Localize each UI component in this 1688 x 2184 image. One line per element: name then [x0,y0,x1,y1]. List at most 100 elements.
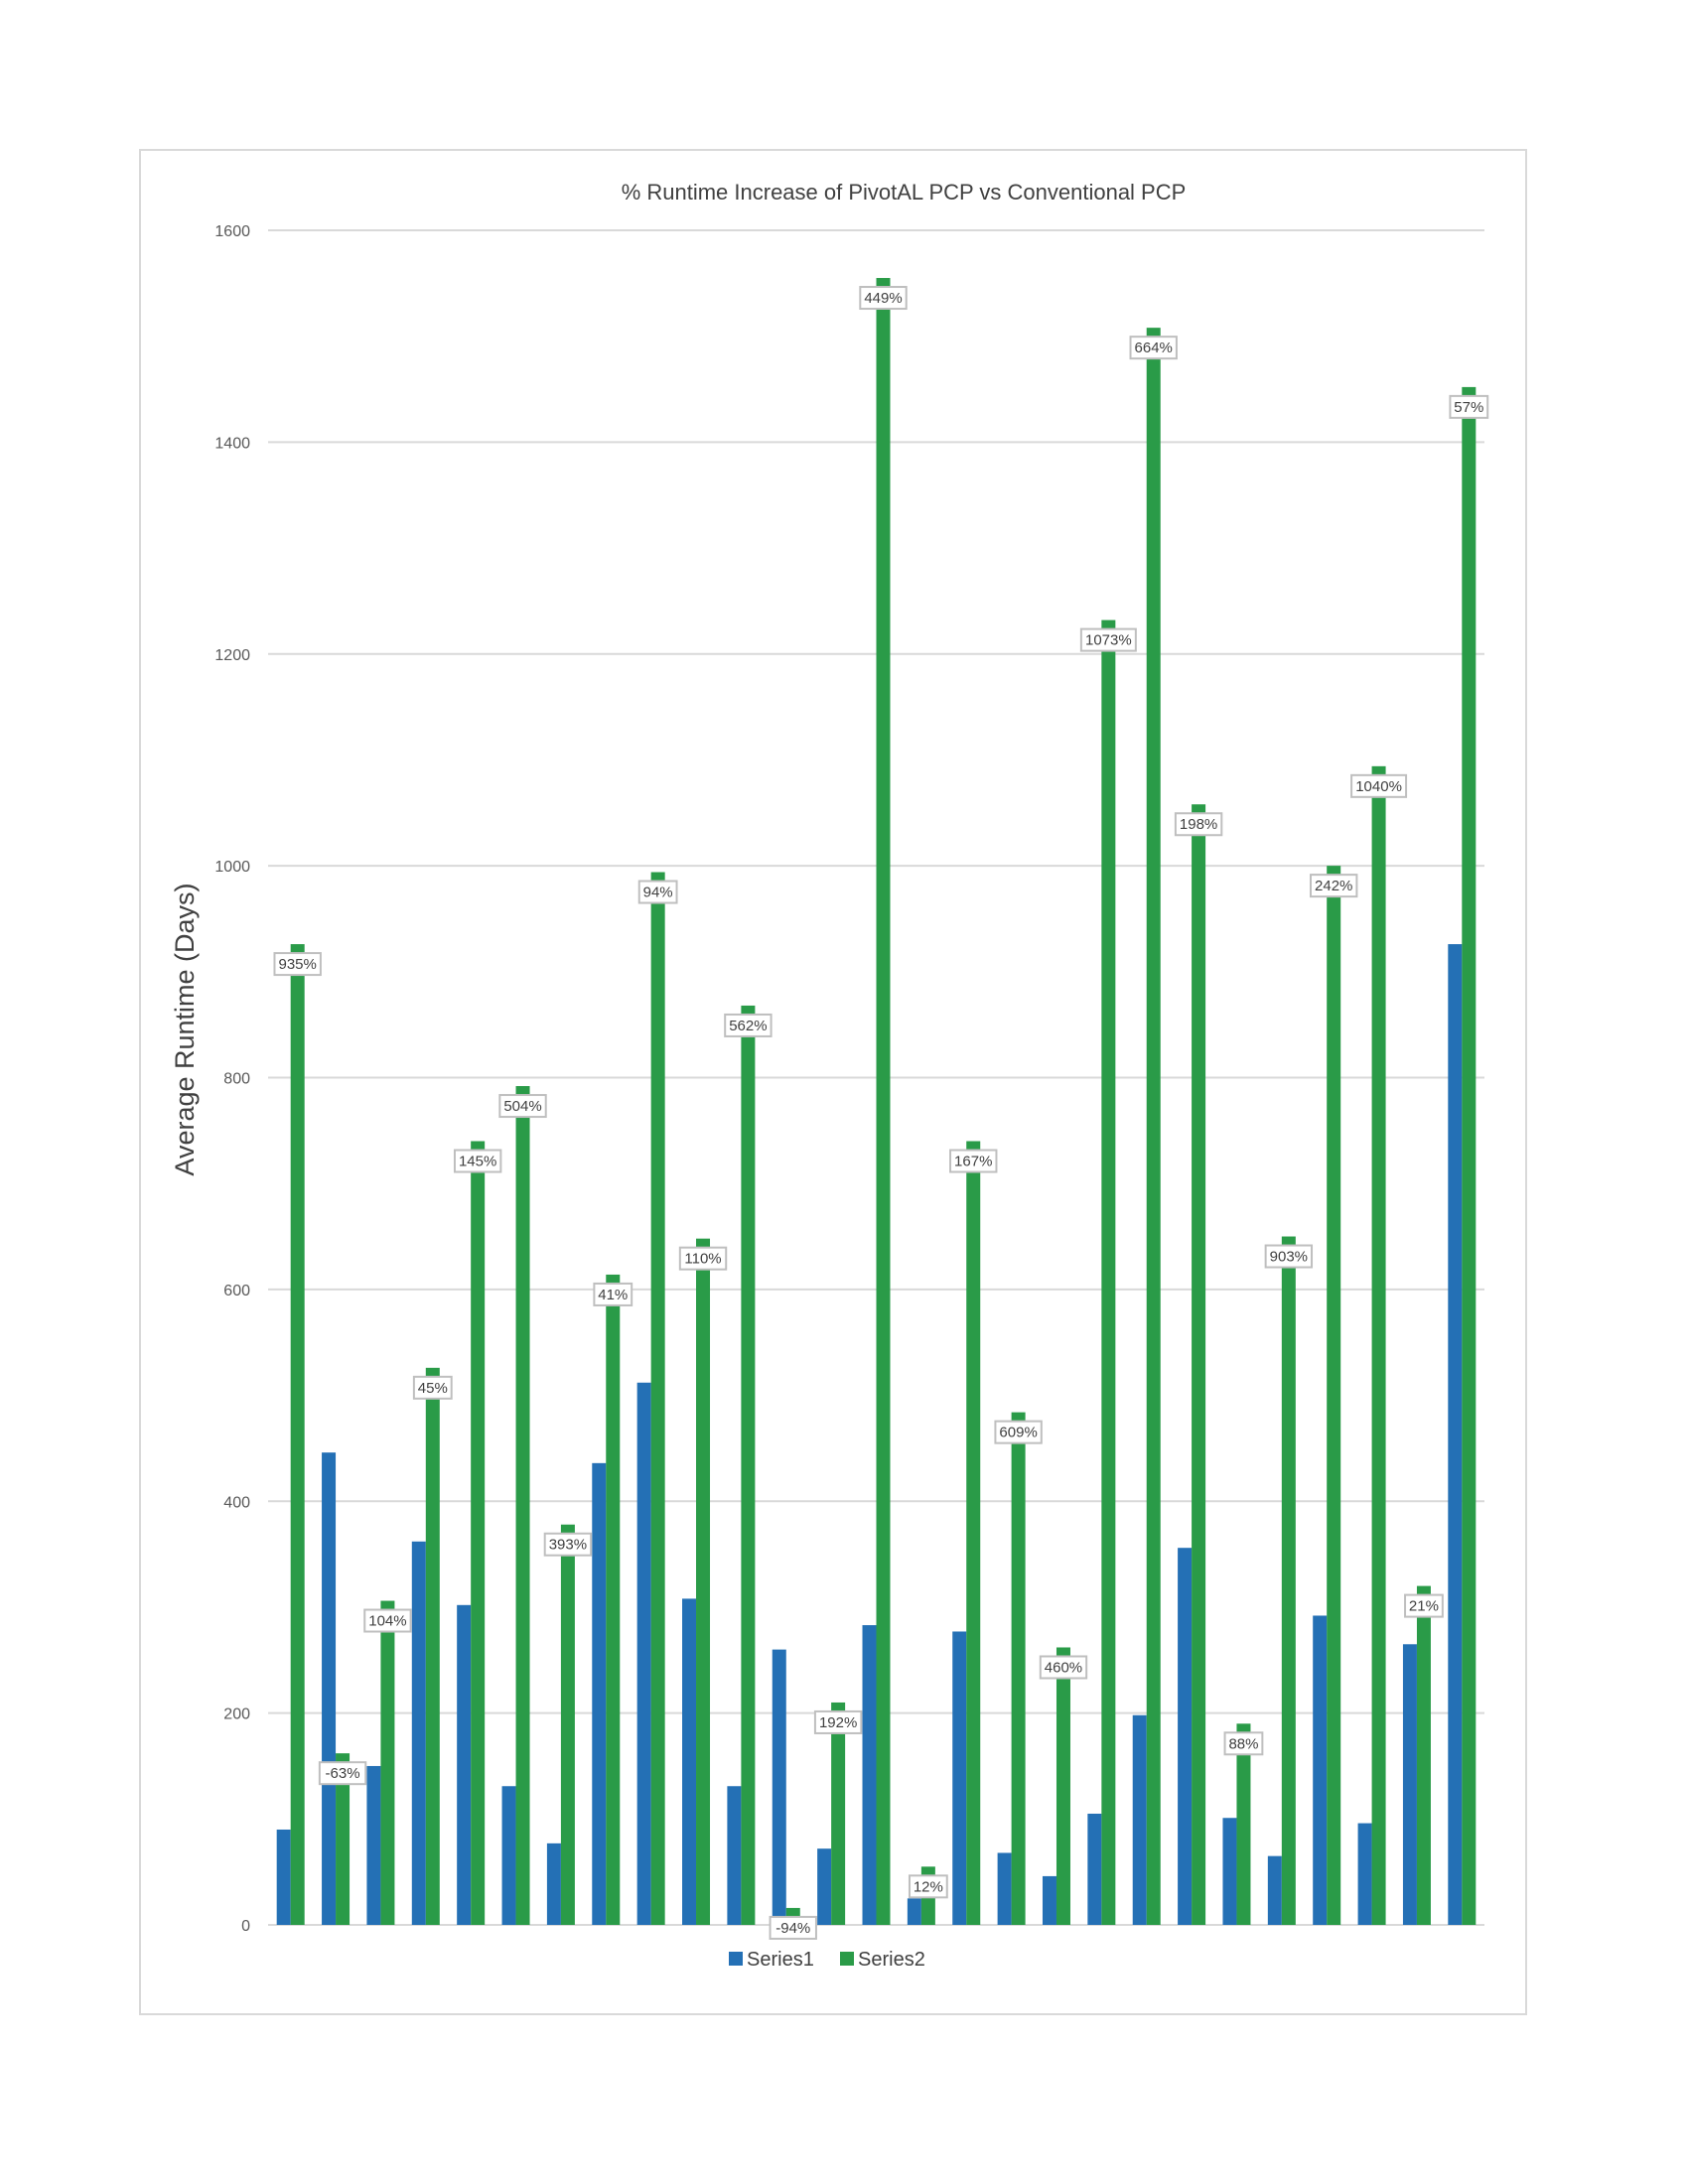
data-label: 145% [459,1154,496,1170]
y-tick-label: 400 [223,1494,250,1511]
y-axis-label: Average Runtime (Days) [170,883,200,1175]
legend-swatch-series1 [729,1952,743,1966]
data-label: 192% [819,1714,857,1731]
series1-bar [1087,1813,1102,1925]
y-tick-label: 1600 [214,223,250,240]
series1-bar [592,1462,607,1925]
data-label-box [543,1532,593,1557]
data-label: 1040% [1355,778,1402,795]
y-tick-label: 0 [241,1918,250,1935]
series2-bar [1416,1585,1431,1925]
series1-bar [997,1852,1012,1925]
data-label: 393% [549,1537,587,1554]
data-label: 41% [598,1287,628,1303]
series2-bar [1011,1412,1026,1925]
data-label: -63% [326,1765,360,1782]
series1-bar [727,1786,742,1925]
data-label: 198% [1180,816,1217,833]
series1-bar [322,1452,337,1925]
y-axis-ticks: 0 200 400 600 800 1000 1200 1400 1600 [214,223,250,1935]
series2-bar [1371,765,1386,1925]
data-label-box [1449,394,1489,419]
series1-bar [1132,1714,1147,1925]
y-tick-label: 200 [223,1706,250,1723]
series2-bar [876,278,891,1925]
data-label: 504% [503,1098,541,1115]
data-label: 242% [1315,878,1352,894]
data-label: 609% [999,1425,1037,1441]
y-tick-label: 1000 [214,859,250,876]
y-tick-label: 600 [223,1283,250,1299]
series1-bar [1042,1875,1056,1925]
data-label-box [453,1149,502,1173]
series2-bar [831,1702,846,1925]
series1-bar [457,1604,472,1925]
series1-bar [1448,944,1463,1925]
legend: Series1 Series2 [729,1949,925,1971]
data-label-box [1079,627,1137,652]
series1-bar [1267,1855,1282,1925]
series2-bar [606,1274,621,1925]
data-label: 21% [1409,1598,1439,1615]
series1-bar [1313,1615,1328,1925]
series1-bar [1402,1644,1417,1925]
data-label: 1073% [1085,632,1132,649]
legend-label: Series2 [858,1949,925,1971]
data-label: 94% [643,885,673,901]
data-label: -94% [775,1920,810,1937]
data-label-box [637,880,678,904]
data-label: 12% [914,1878,943,1895]
series2-bar [515,1086,530,1925]
bar-chart: % Runtime Increase of PivotAL PCP vs Con… [170,180,1489,1971]
data-label: 104% [368,1613,406,1630]
series1-bar [276,1829,291,1925]
data-label: 935% [278,956,316,973]
series2-bar [1192,804,1206,1925]
data-labels: 935% -63% 104% 45% 145% 504% 393% 41% 94% 110% 562… [273,286,1489,1940]
series1-bar [862,1625,877,1925]
chart-frame: % Runtime Increase of PivotAL PCP vs Con… [139,149,1527,2015]
series1-bar [501,1786,516,1925]
data-label: 110% [684,1251,721,1268]
series1-bar [1222,1818,1237,1925]
data-label-box [498,1094,547,1119]
data-label: 664% [1135,340,1173,356]
data-label-box [1223,1731,1264,1756]
data-label-box [363,1608,412,1633]
data-label-box [1264,1244,1314,1269]
y-tick-label: 1200 [214,647,250,664]
data-label-box [318,1761,367,1786]
data-label: 460% [1045,1659,1082,1676]
series1-bar [817,1848,832,1925]
data-label-box [949,1149,998,1173]
data-label-box [769,1915,817,1940]
data-label-box [1310,874,1358,898]
series1-bar [682,1598,697,1925]
legend-label: Series1 [747,1949,814,1971]
data-label: 903% [1270,1249,1308,1266]
series2-bar [471,1141,486,1925]
data-label-box [724,1013,773,1037]
series2-bar [425,1367,440,1925]
series2-bar [1055,1647,1070,1925]
series2-bar [966,1141,981,1925]
bars [276,278,1477,1926]
series1-bar [772,1649,786,1925]
data-label-box [859,286,908,311]
series1-bar [952,1631,967,1925]
series2-bar [336,1753,351,1925]
data-label: 88% [1228,1735,1258,1752]
series1-bar [411,1541,426,1925]
series1-bar [366,1765,381,1925]
series2-bar [1327,866,1341,1925]
series2-bar [696,1238,711,1925]
data-label-box [1039,1655,1088,1680]
data-label: 167% [954,1154,992,1170]
data-label-box [908,1874,948,1899]
data-label: 562% [729,1018,767,1034]
series1-bar [907,1898,921,1925]
series1-bar [1357,1823,1372,1925]
data-label-box [593,1282,633,1306]
data-label-box [1404,1593,1444,1618]
series2-bar [290,944,305,1925]
